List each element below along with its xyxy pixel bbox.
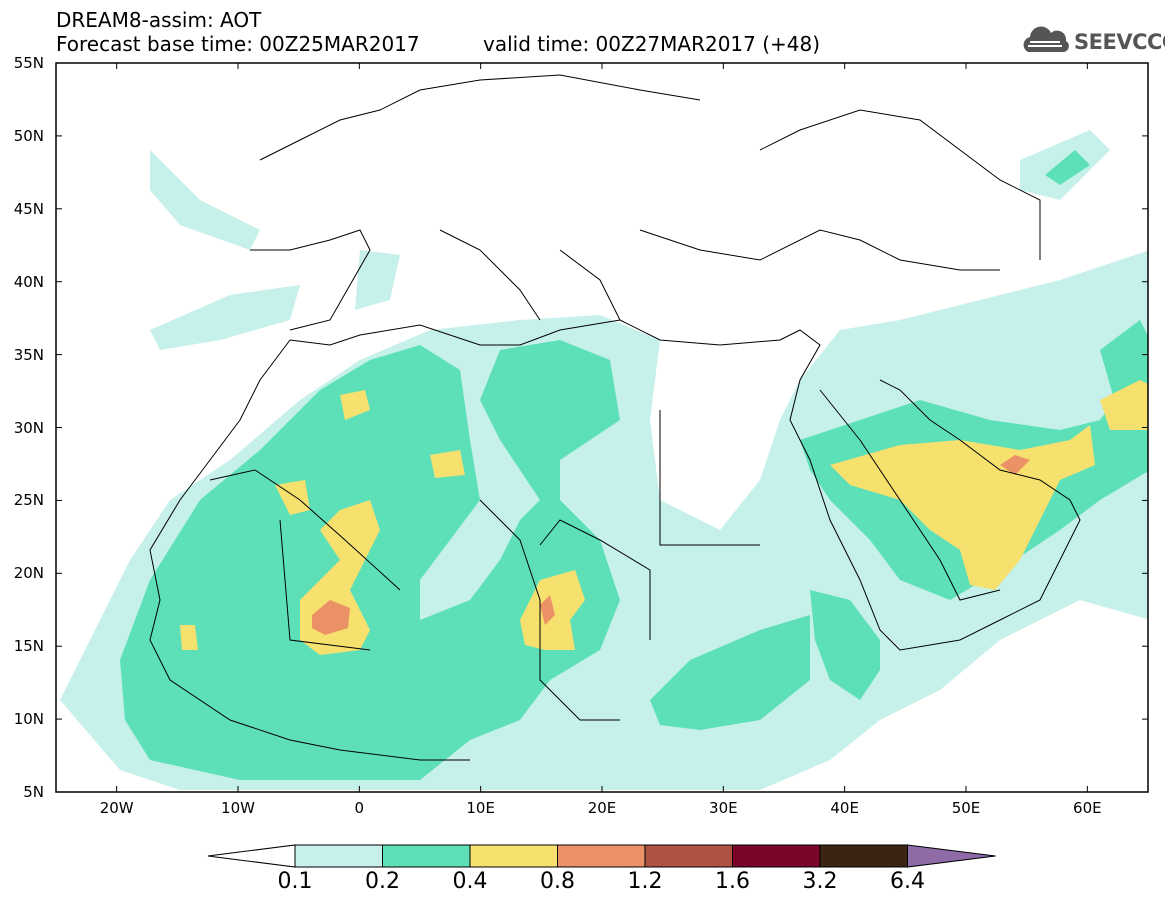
colorbar-label: 6.4 (890, 869, 925, 894)
lon-label: 60E (1073, 799, 1102, 817)
aot-contour-0.8 (312, 600, 350, 635)
colorbar-arrow-low (207, 844, 296, 868)
base-time: Forecast base time: 00Z25MAR2017 (56, 32, 420, 56)
aot-contour-0.2 (120, 340, 620, 780)
lat-label: 45N (13, 199, 44, 218)
lon-label: 30E (709, 799, 738, 817)
colorbar-label: 0.1 (277, 869, 313, 894)
colorbar-segment (557, 844, 646, 868)
lat-label: 55N (13, 54, 44, 72)
lon-label: 10W (221, 799, 255, 817)
seevccc-logo: SEEVCCC (1018, 26, 1165, 56)
lat-label: 20N (13, 564, 44, 583)
colorbar-label: 0.8 (540, 869, 575, 894)
colorbar-segment (469, 844, 558, 868)
colorbar-segment (644, 844, 733, 868)
lat-label: 5N (23, 783, 44, 801)
colorbar-segment (294, 844, 383, 868)
lat-label: 40N (13, 272, 44, 291)
lon-label: 40E (830, 799, 859, 817)
colorbar-label: 0.2 (365, 869, 400, 894)
lon-label: 20W (99, 799, 134, 817)
logo-text: SEEVCCC (1074, 30, 1165, 54)
lat-label: 25N (13, 491, 44, 510)
colorbar-label: 1.6 (715, 869, 750, 894)
lat-label: 35N (13, 345, 44, 364)
colorbar-arrow-high (907, 844, 996, 868)
lat-label: 10N (13, 710, 44, 729)
lon-label: 20E (587, 799, 617, 817)
colorbar-label: 1.2 (627, 869, 663, 894)
lon-label: 10E (466, 799, 495, 817)
colorbar-label: 0.4 (452, 869, 488, 894)
coastline (289, 319, 1081, 651)
lat-label: 50N (13, 126, 44, 145)
colorbar-segment (382, 844, 471, 868)
lat-label: 30N (13, 418, 44, 437)
colorbar-segment (819, 844, 908, 868)
valid-time: valid time: 00Z27MAR2017 (+48) (483, 32, 821, 56)
colorbar-segment (732, 844, 821, 868)
lat-label: 15N (13, 637, 44, 656)
colorbar-label: 3.2 (802, 869, 838, 894)
product-title: DREAM8-assim: AOT (56, 8, 262, 32)
colorbar (207, 844, 996, 868)
cloud-icon (1023, 26, 1069, 52)
lon-label: 50E (951, 799, 981, 817)
lon-label: 0 (354, 799, 365, 817)
